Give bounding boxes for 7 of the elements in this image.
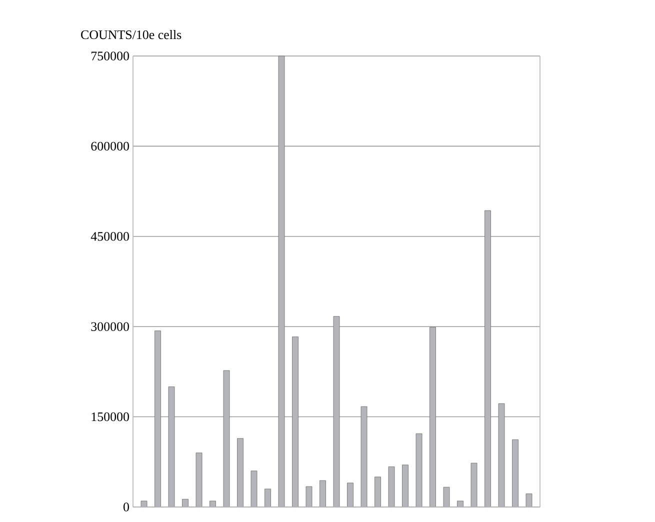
y-tick-label: 0 <box>124 502 129 512</box>
y-tick-label: 600000 <box>91 142 129 151</box>
y-tick-label: 150000 <box>92 412 129 422</box>
y-tick-label: 300000 <box>91 322 129 331</box>
y-axis-title: COUNTS/10e cells <box>81 30 182 40</box>
y-tick-label: 750000 <box>91 52 129 60</box>
y-tick-label: 450000 <box>90 232 129 241</box>
